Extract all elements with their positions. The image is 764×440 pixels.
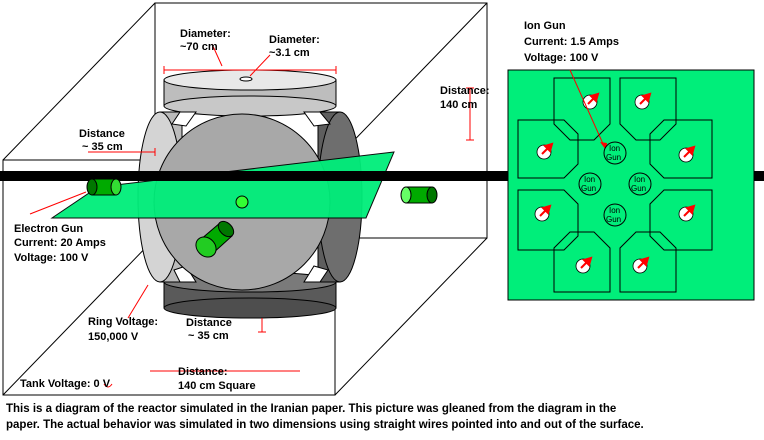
- diameter-small-label: Diameter: ~3.1 cm: [269, 34, 320, 59]
- dimension-lines: [29, 43, 474, 388]
- svg-text:Gun: Gun: [606, 153, 621, 162]
- svg-text:Distance:: Distance:: [440, 85, 490, 97]
- thick-wire: [0, 171, 764, 181]
- svg-text:140 cm: 140 cm: [440, 99, 478, 111]
- svg-text:Ion: Ion: [634, 175, 645, 184]
- ring-voltage-label: Ring Voltage: 150,000 V: [88, 316, 158, 343]
- ring-connectors: [171, 111, 331, 283]
- svg-text:Ion: Ion: [609, 206, 620, 215]
- distance-140-label: Distance: 140 cm: [440, 85, 490, 111]
- distance-35-bottom-label: Distance ~ 35 cm: [186, 317, 232, 342]
- svg-text:Gun: Gun: [631, 184, 646, 193]
- electron-gun-label: Electron Gun Current: 20 Amps Voltage: 1…: [14, 223, 106, 264]
- distance-35-left-label: Distance ~ 35 cm: [79, 128, 125, 153]
- svg-text:140 cm Square: 140 cm Square: [178, 380, 256, 392]
- ion-gun-panel: Ion Gun Ion Gun Ion Gun Ion Gun: [507, 69, 755, 301]
- svg-text:Current: 20 Amps: Current: 20 Amps: [14, 237, 106, 249]
- right-gun-icon: [400, 186, 438, 204]
- svg-text:150,000 V: 150,000 V: [88, 331, 139, 343]
- svg-text:Ion Gun: Ion Gun: [524, 20, 566, 32]
- electron-gun-icon: [86, 178, 122, 196]
- svg-text:Diameter:: Diameter:: [180, 28, 231, 40]
- diameter-large-label: Diameter: ~70 cm: [180, 28, 231, 53]
- svg-text:Diameter:: Diameter:: [269, 34, 320, 46]
- tank-voltage-label: Tank Voltage: 0 V: [20, 378, 111, 390]
- svg-text:Electron Gun: Electron Gun: [14, 223, 83, 235]
- svg-text:Ion: Ion: [609, 144, 620, 153]
- svg-text:~3.1 cm: ~3.1 cm: [269, 47, 310, 59]
- svg-text:Ion: Ion: [584, 175, 595, 184]
- svg-text:Gun: Gun: [606, 215, 621, 224]
- ion-gun-title-label: Ion Gun Current: 1.5 Amps Voltage: 100 V: [524, 20, 619, 64]
- svg-text:Gun: Gun: [581, 184, 596, 193]
- caption-line-1: This is a diagram of the reactor simulat…: [6, 403, 617, 415]
- svg-text:~70 cm: ~70 cm: [180, 41, 218, 53]
- svg-text:Distance:: Distance:: [178, 366, 228, 378]
- sphere-center-hole: [235, 195, 249, 209]
- svg-text:Distance: Distance: [79, 128, 125, 140]
- green-plate: [50, 151, 395, 219]
- diagram-caption: This is a diagram of the reactor simulat…: [6, 401, 758, 433]
- ion-gun-circle-labels: Ion Gun Ion Gun Ion Gun Ion Gun: [581, 144, 646, 224]
- svg-text:Distance: Distance: [186, 317, 232, 329]
- caption-line-2: paper. The actual behavior was simulated…: [6, 419, 644, 431]
- svg-text:Ring Voltage:: Ring Voltage:: [88, 316, 158, 328]
- tank-distance-label: Distance: 140 cm Square: [178, 366, 256, 392]
- svg-text:~ 35 cm: ~ 35 cm: [82, 141, 123, 153]
- svg-text:~ 35 cm: ~ 35 cm: [188, 330, 229, 342]
- svg-text:Voltage: 100 V: Voltage: 100 V: [524, 52, 599, 64]
- svg-text:Current: 1.5 Amps: Current: 1.5 Amps: [524, 36, 619, 48]
- svg-text:Voltage: 100 V: Voltage: 100 V: [14, 252, 89, 264]
- inner-gun-icon: [195, 220, 235, 258]
- top-ring-cylinder: [163, 69, 337, 117]
